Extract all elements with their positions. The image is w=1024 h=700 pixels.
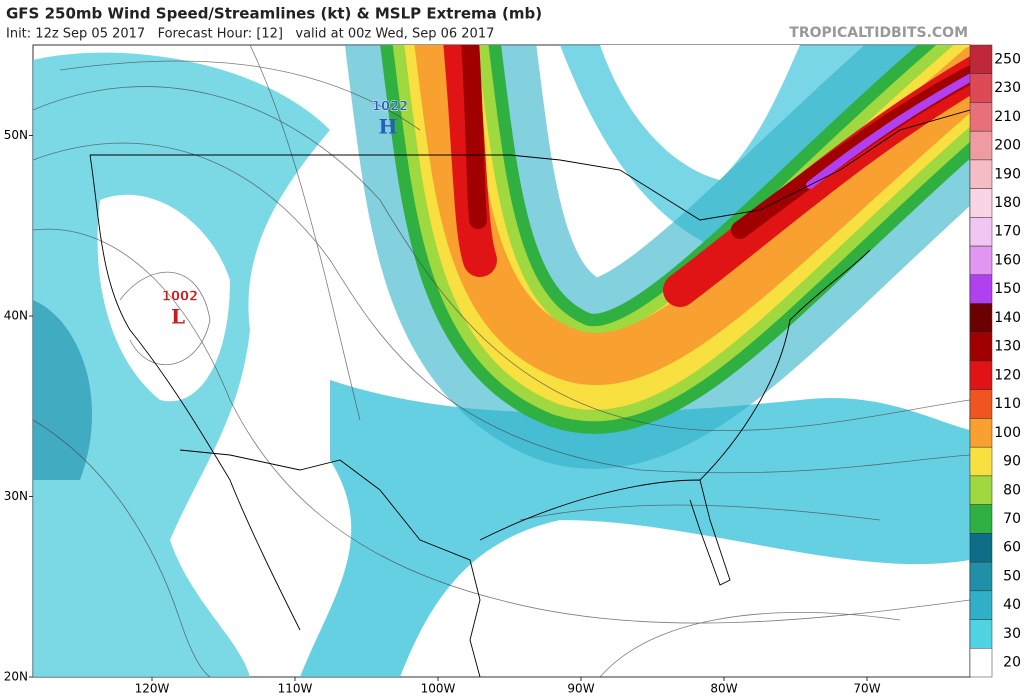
colorbar-cell [969,648,993,678]
colorbar-label: 40 [1003,597,1021,613]
colorbar-label: 30 [1003,626,1021,642]
pressure-value: 1002 [162,290,198,305]
colorbar-cell [969,389,993,419]
colorbar-label: 110 [994,396,1021,412]
colorbar-label: 250 [994,51,1021,67]
lat-label: 20N [4,670,28,684]
colorbar-label: 70 [1003,511,1021,527]
colorbar-cell [969,504,993,534]
lat-label: 50N [4,128,28,142]
pressure-value: 1022 [372,100,408,115]
calm-area [600,45,800,180]
title: GFS 250mb Wind Speed/Streamlines (kt) & … [6,5,542,23]
colorbar-cell [969,418,993,448]
jet-stream [345,45,970,469]
colorbar-label: 160 [994,252,1021,268]
colorbar-cell [969,159,993,189]
lon-label: 90W [567,682,594,696]
colorbar-label: 130 [994,339,1021,355]
colorbar-label: 190 [994,166,1021,182]
colorbar-cell [969,619,993,649]
wind-shading [33,300,93,480]
pressure-letter: H [379,115,398,139]
colorbar-label: 210 [994,109,1021,125]
lon-label: 100W [421,682,456,696]
colorbar-label: 120 [994,367,1021,383]
colorbar-cell [969,446,993,477]
colorbar-cell [969,332,993,362]
colorbar-cell [969,274,993,304]
colorbar-label: 90 [1003,454,1021,470]
colorbar-label: 230 [994,80,1021,96]
colorbar-cell [969,303,993,333]
colorbar-label: 20 [1003,655,1021,671]
colorbar-cell [969,73,993,103]
colorbar-cell [969,475,993,505]
wind-shading [300,380,970,677]
pressure-letter: L [171,305,185,329]
colorbar-label: 170 [994,224,1021,240]
calm-area [97,194,230,402]
lat-label: 30N [4,489,28,503]
lon-label: 120W [135,682,170,696]
colorbar-cell [969,533,993,563]
colorbar-label: 140 [994,310,1021,326]
colorbar-cell [969,188,993,218]
colorbar-cell [969,245,993,276]
colorbar-cell [969,44,993,74]
colorbar-label: 60 [1003,540,1021,556]
colorbar-cell [969,217,993,247]
lat-label: 40N [4,309,28,323]
lon-label: 80W [710,682,737,696]
colorbar-label: 80 [1003,482,1021,498]
colorbar-cell [969,561,993,592]
colorbar-cell [969,102,993,132]
colorbar-cell [969,360,993,390]
credit: TROPICALTIDBITS.COM [789,25,968,41]
borders [89,109,970,677]
colorbar-label: 180 [994,195,1021,211]
subtitle: Init: 12z Sep 05 2017 Forecast Hour: [12… [6,27,494,42]
colorbar-cell [969,590,993,620]
lon-label: 110W [278,682,313,696]
colorbar-label: 100 [994,425,1021,441]
map-area [32,44,971,678]
colorbar-label: 150 [994,281,1021,297]
colorbar-label: 50 [1003,568,1021,584]
colorbar-label: 200 [994,138,1021,154]
lon-label: 70W [853,682,880,696]
colorbar-cell [969,130,993,161]
